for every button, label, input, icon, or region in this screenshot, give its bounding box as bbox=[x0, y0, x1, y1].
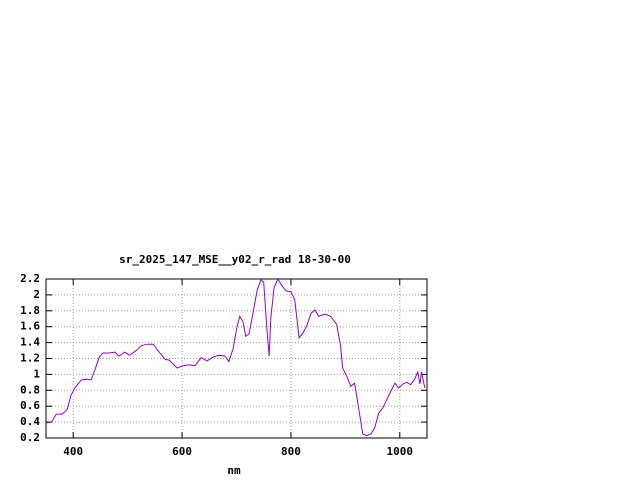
chart-title: sr_2025_147_MSE__y02_r_rad 18-30-00 bbox=[119, 253, 351, 266]
y-tick-label: 1.8 bbox=[20, 304, 40, 317]
y-tick-label: 0.2 bbox=[20, 431, 40, 444]
x-tick-label: 400 bbox=[63, 445, 83, 458]
y-tick-label: 0.4 bbox=[20, 415, 40, 428]
y-tick-label: 1 bbox=[33, 367, 40, 380]
x-tick-label: 600 bbox=[172, 445, 192, 458]
y-tick-label: 1.6 bbox=[20, 320, 40, 333]
y-tick-label: 2 bbox=[33, 288, 40, 301]
y-tick-label: 0.6 bbox=[20, 399, 40, 412]
y-tick-label: 1.4 bbox=[20, 336, 40, 349]
x-tick-label: 800 bbox=[281, 445, 301, 458]
y-tick-label: 1.2 bbox=[20, 352, 40, 365]
x-tick-label: 1000 bbox=[387, 445, 414, 458]
y-tick-label: 2.2 bbox=[20, 272, 40, 285]
x-axis-label: nm bbox=[227, 464, 241, 477]
y-tick-label: 0.8 bbox=[20, 383, 40, 396]
plot-frame bbox=[45, 278, 428, 439]
data-line bbox=[45, 277, 426, 437]
